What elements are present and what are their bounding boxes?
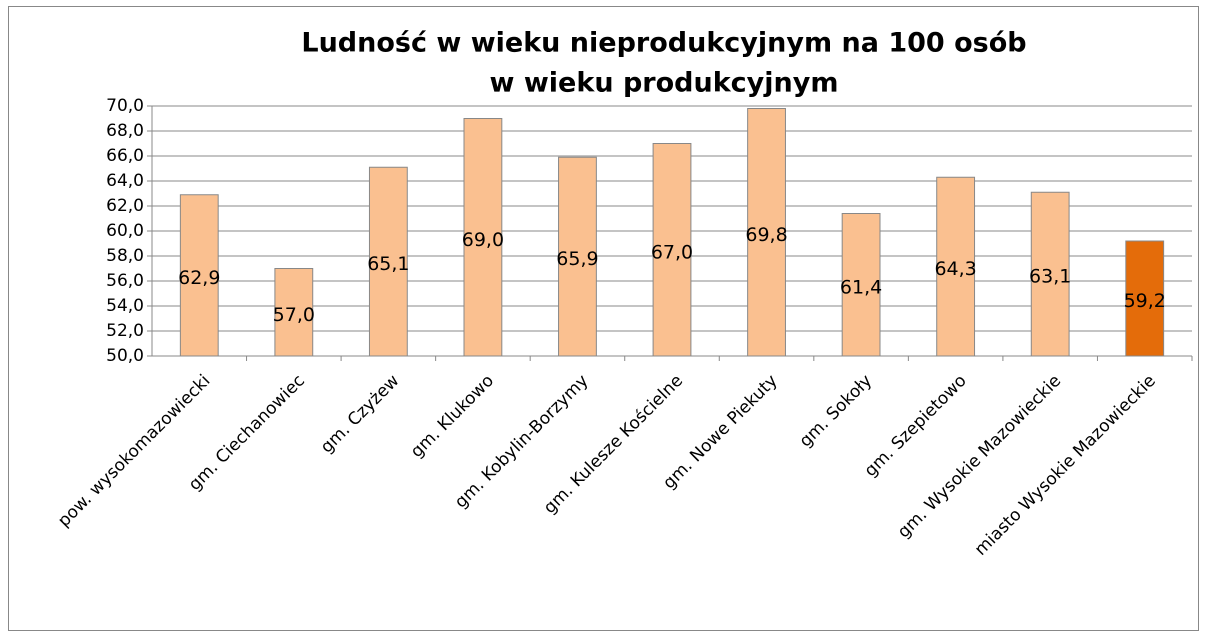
- bar: [841, 213, 881, 357]
- y-tick-label: 52,0: [106, 321, 144, 341]
- y-tick-label: 58,0: [106, 246, 144, 266]
- bar: [747, 108, 786, 357]
- bar: [558, 156, 597, 357]
- bar: [652, 143, 692, 357]
- bar: [179, 194, 219, 357]
- y-tick-label: 50,0: [106, 346, 144, 366]
- data-label: 69,0: [462, 229, 504, 251]
- data-label: 65,9: [556, 248, 598, 270]
- data-label: 57,0: [273, 304, 315, 326]
- data-label: 59,2: [1124, 290, 1166, 312]
- data-label: 65,1: [367, 253, 409, 275]
- chart-title: w wieku produkcyjnym: [490, 68, 839, 99]
- data-label: 67,0: [651, 241, 693, 263]
- bar: [936, 176, 976, 357]
- y-tick-label: 56,0: [106, 271, 144, 291]
- data-label: 64,3: [934, 258, 976, 280]
- bar: [1125, 240, 1165, 357]
- data-label: 61,4: [840, 276, 882, 298]
- y-tick-label: 68,0: [106, 121, 144, 141]
- bar: [368, 166, 408, 357]
- y-tick-label: 66,0: [106, 146, 144, 166]
- bar: [1030, 191, 1070, 357]
- y-tick-label: 60,0: [106, 221, 144, 241]
- data-label: 69,8: [745, 224, 787, 246]
- chart-title: Ludność w wieku nieprodukcyjnym na 100 o…: [301, 28, 1026, 59]
- y-tick-label: 70,0: [106, 96, 144, 116]
- data-label: 62,9: [178, 267, 220, 289]
- y-tick-label: 54,0: [106, 296, 144, 316]
- y-tick-label: 62,0: [106, 196, 144, 216]
- bar: [274, 268, 314, 357]
- y-tick-label: 64,0: [106, 171, 144, 191]
- bar: [463, 118, 503, 357]
- data-label: 63,1: [1029, 266, 1071, 288]
